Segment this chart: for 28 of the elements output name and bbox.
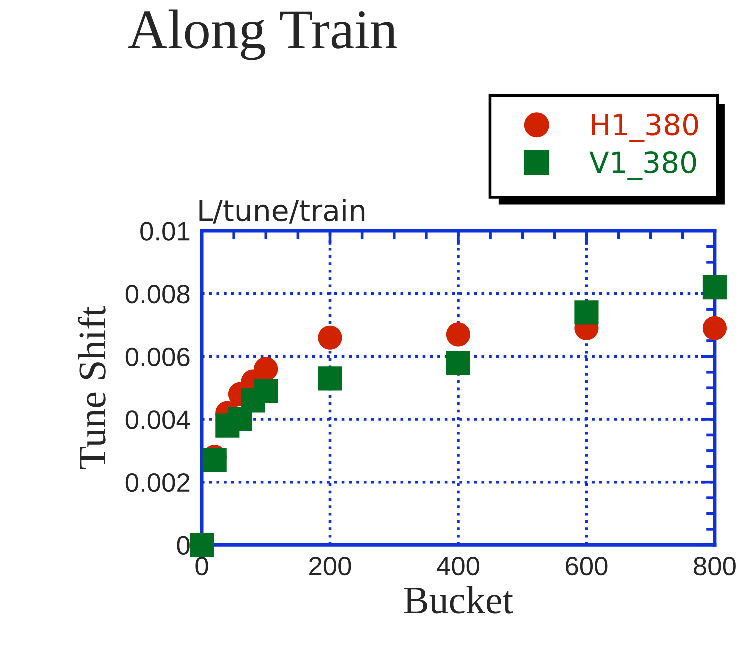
point bbox=[190, 533, 214, 558]
y-tick-label: 0 bbox=[177, 536, 190, 555]
x-tick-label: 200 bbox=[310, 556, 352, 576]
y-tick-label: 0.006 bbox=[126, 348, 190, 367]
y-tick-label: 0.01 bbox=[140, 222, 190, 241]
point bbox=[574, 300, 599, 325]
x-tick-label: 600 bbox=[566, 556, 608, 576]
chart-subtitle: L/tune/train bbox=[200, 199, 365, 224]
x-axis-title: Bucket bbox=[404, 586, 514, 614]
y-tick-label: 0.002 bbox=[126, 473, 190, 492]
point bbox=[446, 350, 471, 375]
x-tick-label: 0 bbox=[196, 556, 208, 576]
legend-label: H1_380 bbox=[592, 114, 698, 142]
point bbox=[446, 322, 471, 347]
point bbox=[254, 379, 278, 404]
y-tick-label: 0.008 bbox=[126, 285, 190, 304]
point bbox=[228, 407, 253, 432]
y-axis-title: Tune Shift bbox=[78, 306, 106, 470]
point bbox=[318, 326, 342, 350]
y-tick-label: 0.004 bbox=[126, 410, 190, 430]
chart-title: Along Train bbox=[128, 10, 397, 60]
point bbox=[702, 316, 727, 340]
x-tick-label: 800 bbox=[694, 556, 736, 576]
x-tick-label: 400 bbox=[437, 556, 480, 576]
point bbox=[254, 357, 278, 382]
point bbox=[702, 276, 727, 300]
legend-label: V1_380 bbox=[590, 152, 696, 180]
point bbox=[318, 366, 342, 391]
